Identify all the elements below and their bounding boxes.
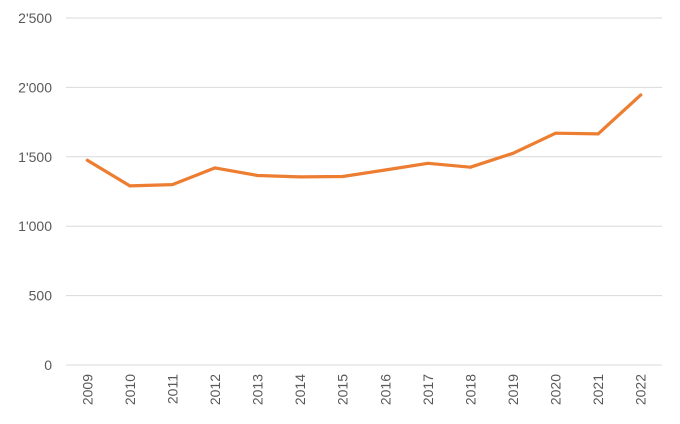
- y-tick-label: 500: [29, 288, 53, 304]
- x-tick-label: 2021: [590, 374, 606, 405]
- y-tick-label: 2'500: [18, 10, 52, 26]
- data-point: [596, 132, 600, 136]
- data-point: [639, 93, 643, 97]
- data-point: [511, 151, 515, 155]
- y-tick-label: 1'000: [18, 218, 52, 234]
- data-point: [468, 165, 472, 169]
- x-tick-label: 2012: [207, 374, 223, 405]
- gridlines: [66, 17, 662, 366]
- x-tick-label: 2014: [292, 374, 308, 405]
- x-tick-label: 2020: [548, 374, 564, 405]
- series-layer: [85, 93, 643, 188]
- data-point: [170, 183, 174, 187]
- x-tick-label: 2018: [462, 374, 478, 405]
- y-axis-ticks: 0 500 1'000 1'500 2'000 2'500: [18, 10, 52, 373]
- data-point: [426, 161, 430, 165]
- data-point: [554, 131, 558, 135]
- series-line: [85, 93, 643, 188]
- x-tick-label: 2019: [505, 374, 521, 405]
- x-tick-label: 2013: [250, 374, 266, 405]
- x-tick-label: 2016: [377, 374, 393, 405]
- data-point: [128, 184, 132, 188]
- data-point: [256, 174, 260, 178]
- data-point: [85, 158, 89, 162]
- x-tick-label: 2015: [335, 374, 351, 405]
- data-point: [383, 168, 387, 172]
- x-tick-label: 2011: [164, 374, 180, 404]
- x-tick-label: 2009: [79, 374, 95, 405]
- y-tick-label: 1'500: [18, 149, 52, 165]
- data-point: [298, 175, 302, 179]
- x-tick-label: 2022: [633, 374, 649, 405]
- x-tick-label: 2010: [122, 374, 138, 405]
- data-point: [341, 175, 345, 179]
- x-axis-ticks: 2009 2010 2011 2012 2013 2014 2015 2016 2017 2018…: [79, 374, 648, 405]
- x-tick-label: 2017: [420, 374, 436, 405]
- data-point: [213, 166, 217, 170]
- y-tick-label: 0: [44, 357, 52, 373]
- y-tick-label: 2'000: [18, 79, 52, 95]
